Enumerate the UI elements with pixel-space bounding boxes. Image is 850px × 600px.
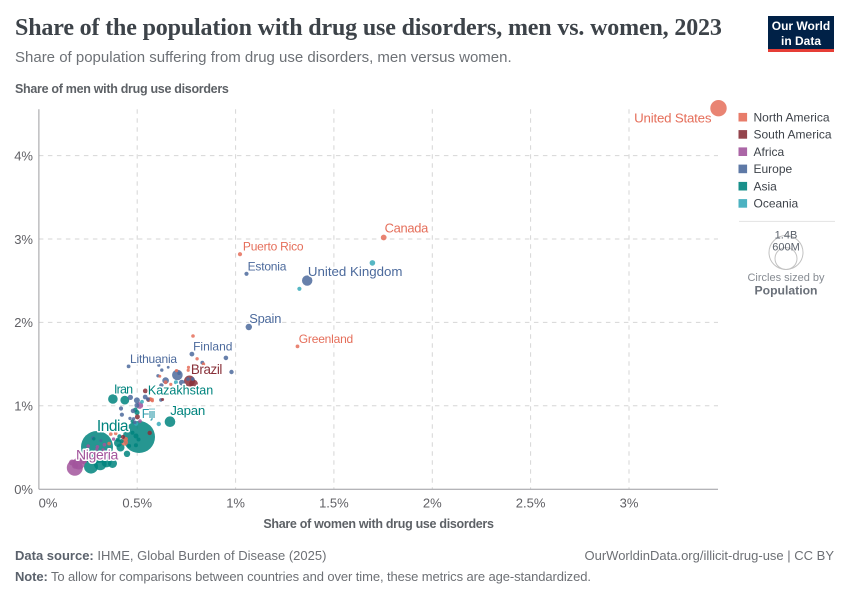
svg-text:Fiji: Fiji [142, 407, 155, 421]
svg-text:North America: North America [754, 111, 830, 125]
svg-text:Greenland: Greenland [299, 332, 353, 346]
svg-text:United Kingdom: United Kingdom [308, 264, 403, 279]
svg-text:Lithuania: Lithuania [130, 352, 177, 366]
svg-text:Spain: Spain [249, 311, 281, 326]
svg-text:Europe: Europe [754, 162, 793, 176]
svg-text:Estonia: Estonia [248, 260, 287, 274]
svg-text:United States: United States [634, 111, 712, 126]
svg-text:1.5%: 1.5% [319, 495, 349, 510]
svg-text:2.5%: 2.5% [516, 495, 546, 510]
svg-text:Circles sized by: Circles sized by [747, 272, 825, 284]
svg-text:0%: 0% [39, 495, 58, 510]
svg-text:South America: South America [754, 128, 832, 142]
svg-text:0.5%: 0.5% [122, 495, 152, 510]
svg-text:600M: 600M [772, 241, 800, 253]
svg-text:1.4B: 1.4B [775, 230, 798, 242]
svg-text:Oceania: Oceania [754, 197, 799, 211]
svg-text:Iran: Iran [114, 383, 133, 397]
svg-text:Kazakhstan: Kazakhstan [148, 384, 213, 398]
svg-text:4%: 4% [14, 148, 33, 163]
svg-text:Canada: Canada [385, 221, 429, 236]
svg-text:India: India [97, 418, 129, 435]
svg-text:Finland: Finland [193, 340, 232, 354]
svg-text:Nigeria: Nigeria [76, 447, 118, 463]
svg-text:Brazil: Brazil [191, 362, 223, 377]
svg-text:2%: 2% [423, 495, 442, 510]
svg-text:Population: Population [755, 284, 818, 298]
svg-text:Puerto Rico: Puerto Rico [243, 240, 304, 254]
svg-text:3%: 3% [620, 495, 639, 510]
svg-text:3%: 3% [14, 232, 33, 247]
svg-text:Africa: Africa [754, 145, 785, 159]
svg-text:1%: 1% [14, 399, 33, 414]
svg-text:2%: 2% [14, 315, 33, 330]
svg-text:0%: 0% [14, 482, 33, 497]
svg-text:1%: 1% [226, 495, 245, 510]
svg-text:Asia: Asia [754, 180, 778, 194]
svg-text:Japan: Japan [170, 403, 205, 418]
